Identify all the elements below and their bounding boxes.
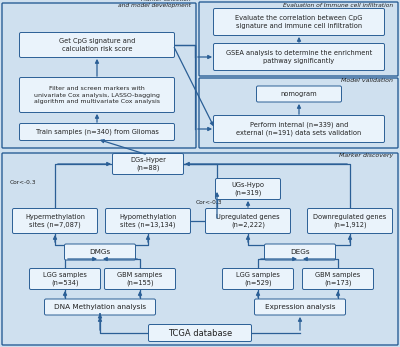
- Text: Downregulated genes
(n=1,912): Downregulated genes (n=1,912): [313, 214, 387, 228]
- Text: Get CpG signature and
calculation risk score: Get CpG signature and calculation risk s…: [59, 38, 135, 52]
- Text: UGs-Hypo
(n=319): UGs-Hypo (n=319): [232, 182, 264, 196]
- Text: Expression analysis: Expression analysis: [265, 304, 335, 310]
- FancyBboxPatch shape: [2, 153, 398, 345]
- Text: GBM samples
(n=155): GBM samples (n=155): [117, 272, 163, 286]
- FancyBboxPatch shape: [308, 209, 392, 234]
- Text: Model validation: Model validation: [341, 78, 393, 83]
- Text: Cor<-0.3: Cor<-0.3: [196, 200, 222, 205]
- FancyBboxPatch shape: [2, 3, 196, 148]
- Text: Hypermethylation
sites (n=7,087): Hypermethylation sites (n=7,087): [25, 214, 85, 228]
- Text: Evaluation of Immune cell infiltration: Evaluation of Immune cell infiltration: [283, 3, 393, 8]
- FancyBboxPatch shape: [20, 124, 174, 141]
- FancyBboxPatch shape: [12, 209, 98, 234]
- Text: Marker selection
and model development: Marker selection and model development: [118, 0, 191, 8]
- Text: DMGs: DMGs: [89, 249, 111, 255]
- FancyBboxPatch shape: [30, 269, 100, 289]
- Text: TCGA database: TCGA database: [168, 329, 232, 338]
- Text: DGs-Hyper
(n=88): DGs-Hyper (n=88): [130, 157, 166, 171]
- Text: Marker discovery: Marker discovery: [339, 153, 393, 158]
- FancyBboxPatch shape: [256, 86, 342, 102]
- FancyBboxPatch shape: [104, 269, 176, 289]
- Text: nomogram: nomogram: [281, 91, 317, 97]
- FancyBboxPatch shape: [199, 2, 398, 76]
- Text: Train samples (n=340) from Gliomas: Train samples (n=340) from Gliomas: [36, 129, 158, 135]
- FancyBboxPatch shape: [216, 178, 280, 200]
- Text: Filter and screen markers with
univariate Cox analysis, LASSO-bagging
algorithm : Filter and screen markers with univariat…: [34, 86, 160, 104]
- FancyBboxPatch shape: [214, 43, 384, 70]
- Text: DNA Methylation analysis: DNA Methylation analysis: [54, 304, 146, 310]
- Text: LGG samples
(n=534): LGG samples (n=534): [43, 272, 87, 286]
- Text: Perform internal (n=339) and
external (n=191) data sets validation: Perform internal (n=339) and external (n…: [236, 122, 362, 136]
- FancyBboxPatch shape: [199, 78, 398, 148]
- Text: Hypomethylation
sites (n=13,134): Hypomethylation sites (n=13,134): [119, 214, 177, 228]
- FancyBboxPatch shape: [44, 299, 156, 315]
- Text: Evaluate the correlation between CpG
signature and immune cell infiltration: Evaluate the correlation between CpG sig…: [235, 15, 363, 29]
- Text: Cor<-0.3: Cor<-0.3: [10, 180, 36, 185]
- FancyBboxPatch shape: [206, 209, 290, 234]
- FancyBboxPatch shape: [106, 209, 190, 234]
- FancyBboxPatch shape: [214, 8, 384, 35]
- FancyBboxPatch shape: [214, 116, 384, 143]
- FancyBboxPatch shape: [64, 244, 136, 260]
- FancyBboxPatch shape: [148, 324, 252, 341]
- Text: GSEA analysis to determine the enrichment
pathway significantly: GSEA analysis to determine the enrichmen…: [226, 50, 372, 64]
- Text: LGG samples
(n=529): LGG samples (n=529): [236, 272, 280, 286]
- Text: DEGs: DEGs: [290, 249, 310, 255]
- FancyBboxPatch shape: [302, 269, 374, 289]
- FancyBboxPatch shape: [222, 269, 294, 289]
- Text: GBM samples
(n=173): GBM samples (n=173): [315, 272, 361, 286]
- FancyBboxPatch shape: [112, 153, 184, 175]
- Text: Upregulated genes
(n=2,222): Upregulated genes (n=2,222): [216, 214, 280, 228]
- FancyBboxPatch shape: [254, 299, 346, 315]
- FancyBboxPatch shape: [20, 77, 174, 112]
- FancyBboxPatch shape: [20, 33, 174, 58]
- FancyBboxPatch shape: [264, 244, 336, 260]
